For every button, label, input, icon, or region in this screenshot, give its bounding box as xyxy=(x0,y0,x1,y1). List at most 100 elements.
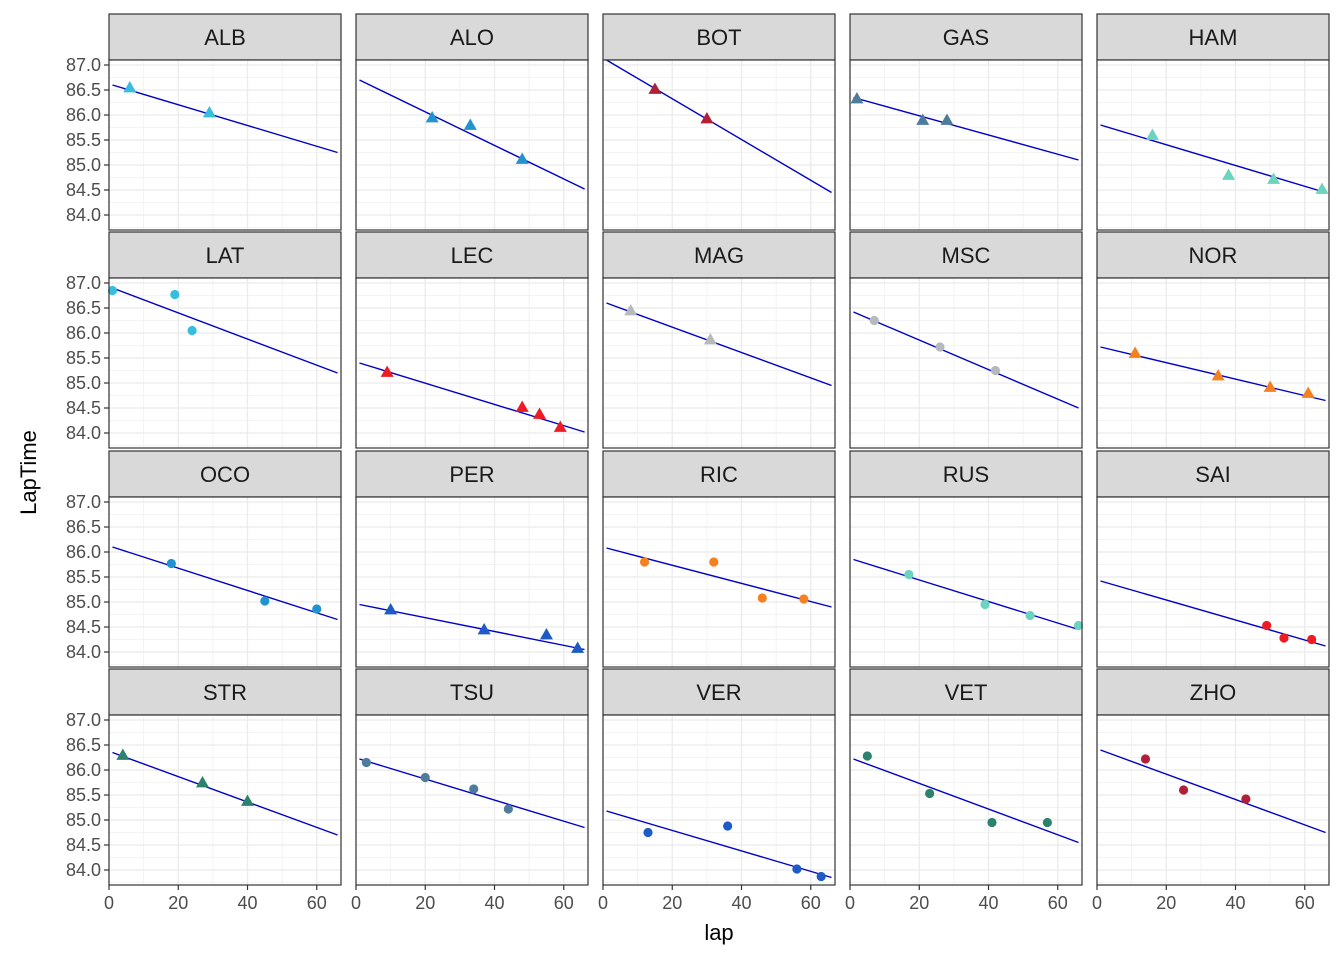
data-point xyxy=(187,325,197,336)
data-point xyxy=(463,118,477,130)
data-point xyxy=(202,106,216,118)
trend-line xyxy=(853,758,1079,844)
panel-background xyxy=(1097,497,1329,667)
trend-line xyxy=(853,558,1079,631)
panel-background xyxy=(850,278,1082,448)
data-point xyxy=(624,304,638,316)
trend-line xyxy=(1100,124,1326,194)
data-point xyxy=(703,333,717,345)
panel-background xyxy=(1097,60,1329,230)
x-tick-label: 20 xyxy=(168,893,188,913)
x-tick-label: 20 xyxy=(662,893,682,913)
facet-strip xyxy=(602,231,836,279)
facet-strip-label: LEC xyxy=(451,243,494,268)
data-point xyxy=(469,784,479,794)
panel-background xyxy=(603,715,835,885)
y-tick-label: 85.0 xyxy=(66,592,101,612)
y-tick-label: 85.5 xyxy=(66,785,101,805)
data-point xyxy=(935,342,945,352)
data-point xyxy=(643,827,653,838)
y-tick-label: 84.5 xyxy=(66,398,101,418)
panel-background xyxy=(1097,278,1329,448)
panel-border xyxy=(602,496,836,668)
y-tick-label: 87.0 xyxy=(66,492,101,512)
panel-border xyxy=(602,277,836,449)
facet-strip xyxy=(602,668,836,716)
panel-background xyxy=(109,497,341,667)
panel-border xyxy=(355,714,589,886)
y-tick-label: 85.0 xyxy=(66,810,101,830)
facet-strip xyxy=(849,450,1083,498)
y-tick-label: 86.5 xyxy=(66,298,101,318)
data-point xyxy=(916,113,930,125)
facet-strip xyxy=(355,450,589,498)
panel-border xyxy=(1096,496,1330,668)
panel-border xyxy=(108,714,342,886)
facet-strip-label: LAT xyxy=(206,243,245,268)
y-tick-label: 84.0 xyxy=(66,205,101,225)
x-tick-label: 40 xyxy=(484,893,504,913)
x-tick-label: 40 xyxy=(1225,893,1245,913)
y-tick-label: 84.0 xyxy=(66,423,101,443)
facet-strip-label: VER xyxy=(696,680,741,705)
data-point xyxy=(940,113,954,125)
panel-background xyxy=(109,60,341,230)
trend-line xyxy=(1100,580,1326,647)
facet-strip-label: BOT xyxy=(696,25,741,50)
data-point xyxy=(420,772,430,783)
facet-strip-label: PER xyxy=(449,462,494,487)
x-axis-title: lap xyxy=(704,920,733,945)
panel-background xyxy=(850,715,1082,885)
facet-strip xyxy=(108,13,342,61)
trend-line xyxy=(853,96,1079,161)
facet-strip-label: RUS xyxy=(943,462,989,487)
data-point xyxy=(503,804,513,814)
panel-background xyxy=(356,60,588,230)
facet-strip-label: ALB xyxy=(204,25,246,50)
facet-strip xyxy=(602,13,836,61)
panel-background xyxy=(1097,715,1329,885)
data-point xyxy=(1267,172,1281,184)
x-tick-label: 20 xyxy=(415,893,435,913)
trend-line xyxy=(112,84,338,154)
data-point xyxy=(166,558,176,569)
panel-background xyxy=(109,278,341,448)
data-point xyxy=(1140,754,1151,764)
y-tick-label: 84.0 xyxy=(66,860,101,880)
panel-border xyxy=(355,59,589,231)
data-point xyxy=(1211,369,1225,381)
facet-strip-label: GAS xyxy=(943,25,989,50)
facet-strip xyxy=(1096,450,1330,498)
facet-strip xyxy=(355,13,589,61)
data-point xyxy=(539,628,553,640)
y-tick-label: 87.0 xyxy=(66,710,101,730)
data-point xyxy=(260,596,270,606)
facet-strip-label: MAG xyxy=(694,243,744,268)
data-point xyxy=(757,593,767,603)
data-point xyxy=(533,407,547,419)
data-point xyxy=(850,92,864,104)
data-point xyxy=(1241,794,1251,804)
facet-strip xyxy=(1096,668,1330,716)
data-point xyxy=(709,557,719,567)
facet-strip-label: TSU xyxy=(450,680,494,705)
y-tick-label: 84.5 xyxy=(66,835,101,855)
data-point xyxy=(571,641,585,653)
trend-line xyxy=(112,287,338,374)
y-tick-label: 87.0 xyxy=(66,273,101,293)
panel-background xyxy=(109,715,341,885)
y-tick-label: 86.0 xyxy=(66,542,101,562)
y-tick-label: 85.5 xyxy=(66,130,101,150)
data-point xyxy=(1301,386,1315,398)
facet-strip xyxy=(1096,13,1330,61)
panel-border xyxy=(1096,714,1330,886)
facet-strip xyxy=(849,13,1083,61)
panel-border xyxy=(108,496,342,668)
y-tick-label: 87.0 xyxy=(66,55,101,75)
data-point xyxy=(1042,817,1052,828)
data-point xyxy=(1025,610,1035,621)
data-point xyxy=(515,152,529,164)
data-point xyxy=(1315,182,1329,194)
data-point xyxy=(123,81,137,93)
y-tick-label: 86.5 xyxy=(66,80,101,100)
